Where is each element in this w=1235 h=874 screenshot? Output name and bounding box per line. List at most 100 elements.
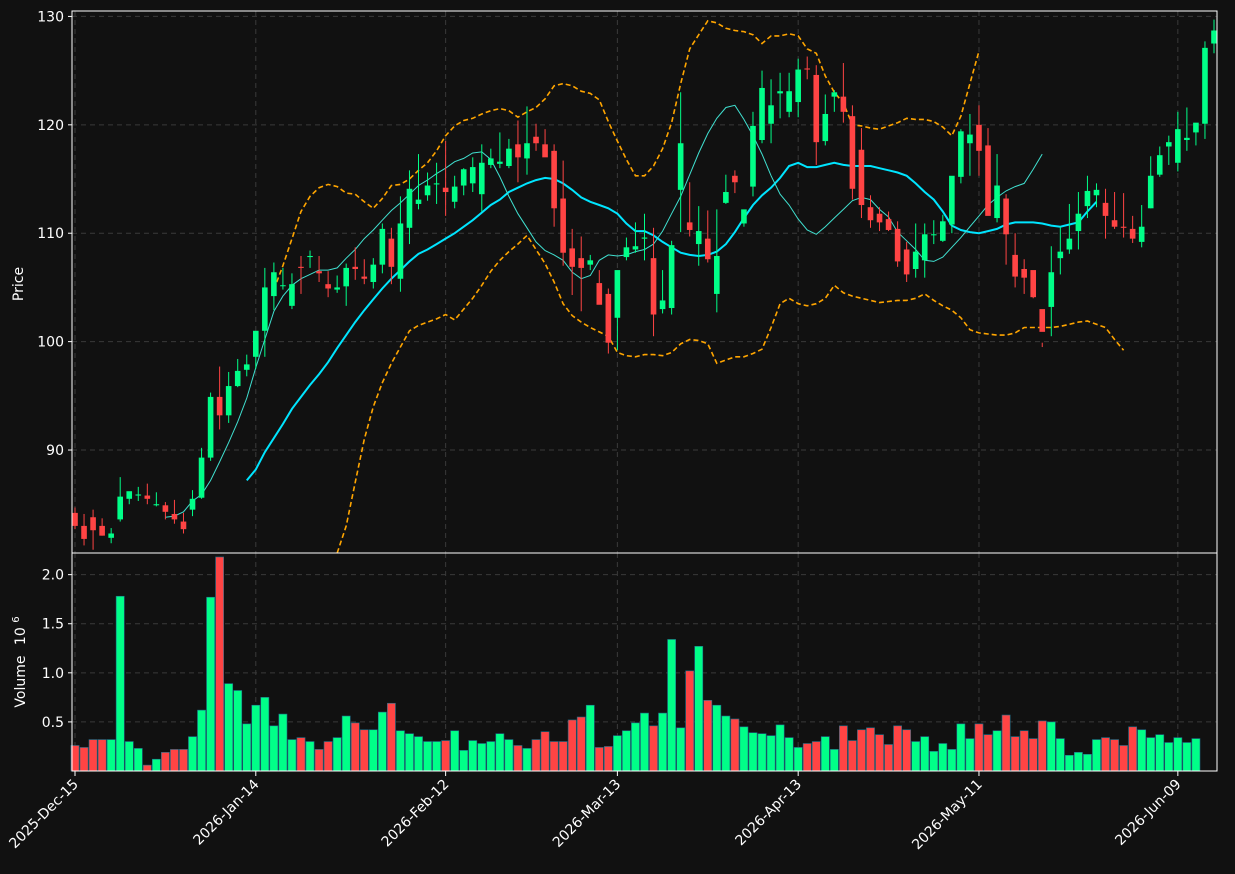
volume-tick-label: 1.5 (42, 617, 64, 633)
candle-body (876, 213, 883, 223)
volume-bar (549, 741, 559, 772)
volume-bar (558, 741, 568, 772)
volume-bar (748, 732, 758, 772)
candle-body (108, 533, 114, 538)
volume-bar (576, 716, 586, 772)
volume-bar (1155, 734, 1165, 772)
volume-bar (142, 764, 152, 772)
candle-body (72, 512, 78, 526)
candle-body (1202, 47, 1208, 124)
price-tick-label: 110 (37, 226, 64, 242)
volume-bar (1191, 738, 1201, 772)
candle-body (831, 92, 838, 97)
volume-bar (396, 730, 405, 772)
candle-body (1084, 190, 1091, 207)
candle-body (587, 260, 594, 265)
volume-bar (1010, 736, 1020, 772)
volume-bar (884, 744, 893, 772)
candle-body (1066, 238, 1073, 250)
volume-bar (613, 735, 622, 772)
volume-bar (341, 715, 351, 772)
volume-bar (857, 729, 866, 772)
volume-bar (685, 670, 695, 772)
volume-bar (115, 595, 125, 772)
volume-y-ticks: 2.0 1.5 1.0 0.5 (42, 568, 72, 731)
volume-bar (170, 749, 179, 772)
volume-bar (359, 729, 369, 772)
volume-bar (1110, 739, 1119, 772)
volume-bar (730, 718, 740, 772)
candle-body (958, 131, 964, 177)
bollinger-upper-line (273, 19, 980, 290)
candle-body (641, 237, 648, 239)
volume-y-label: Volume 10 6 (11, 616, 29, 707)
volume-bar (594, 747, 604, 772)
candle-body (1147, 175, 1154, 209)
candle-body (506, 148, 512, 167)
volume-bar (1074, 752, 1083, 772)
candle-body (234, 370, 241, 387)
candle-body (1048, 272, 1055, 307)
volume-bar (839, 725, 848, 772)
candle-body (252, 330, 259, 357)
candle-body (397, 223, 404, 279)
volume-bar (414, 736, 423, 772)
candle-body (469, 167, 476, 184)
volume-bar (269, 725, 279, 772)
candlesticks (72, 19, 1217, 550)
price-tick-label: 90 (46, 443, 64, 459)
candle-body (117, 496, 124, 520)
candle-body (1211, 30, 1217, 44)
volume-bar (947, 749, 957, 772)
candle-body (198, 457, 205, 498)
candle-body (316, 271, 322, 274)
candle-body (1138, 226, 1145, 242)
candle-body (415, 199, 422, 204)
candle-body (813, 74, 820, 143)
volume-bar (477, 743, 487, 772)
volume-bar (784, 737, 794, 772)
candle-body (1075, 213, 1082, 232)
candle-body (714, 255, 720, 294)
candle-body (307, 255, 313, 258)
volume-bar (133, 748, 143, 772)
volume-bar (251, 704, 261, 772)
volume-bar (197, 709, 206, 772)
volume-bar (242, 723, 252, 772)
candle-body (361, 276, 368, 279)
volume-bar (124, 741, 134, 772)
candle-body (207, 396, 214, 458)
candle-body (433, 183, 440, 185)
volume-bar (441, 740, 450, 772)
volume-bar (432, 741, 441, 772)
volume-bar (161, 752, 170, 772)
volume-bar (766, 735, 776, 772)
candle-body (216, 396, 223, 416)
candle-body (759, 87, 765, 140)
volume-bar (278, 713, 288, 772)
candle-body (840, 96, 847, 112)
volume-scale-exponent: 6 (11, 616, 22, 622)
volume-tick-label: 0.5 (42, 715, 64, 731)
price-y-ticks: 90 100 110 120 130 (37, 9, 72, 459)
volume-bar (450, 730, 460, 772)
volume-bar (631, 722, 640, 772)
volume-bar (875, 734, 884, 772)
volume-bar (802, 743, 812, 772)
volume-bar (911, 741, 921, 772)
volume-bar (323, 741, 333, 772)
volume-bar (1055, 738, 1065, 772)
candle-body (976, 124, 982, 151)
volume-bar (179, 749, 188, 772)
volume-bar (567, 719, 577, 772)
candle-body (994, 185, 1000, 219)
candle-body (686, 222, 693, 230)
volume-bar (1001, 714, 1011, 772)
candle-body (849, 116, 856, 189)
volume-tick-label: 1.0 (42, 666, 64, 682)
volume-bar (215, 556, 225, 772)
candle-body (650, 258, 657, 315)
candle-body (388, 238, 395, 267)
volume-bar (622, 730, 631, 772)
volume-bar (188, 736, 197, 772)
